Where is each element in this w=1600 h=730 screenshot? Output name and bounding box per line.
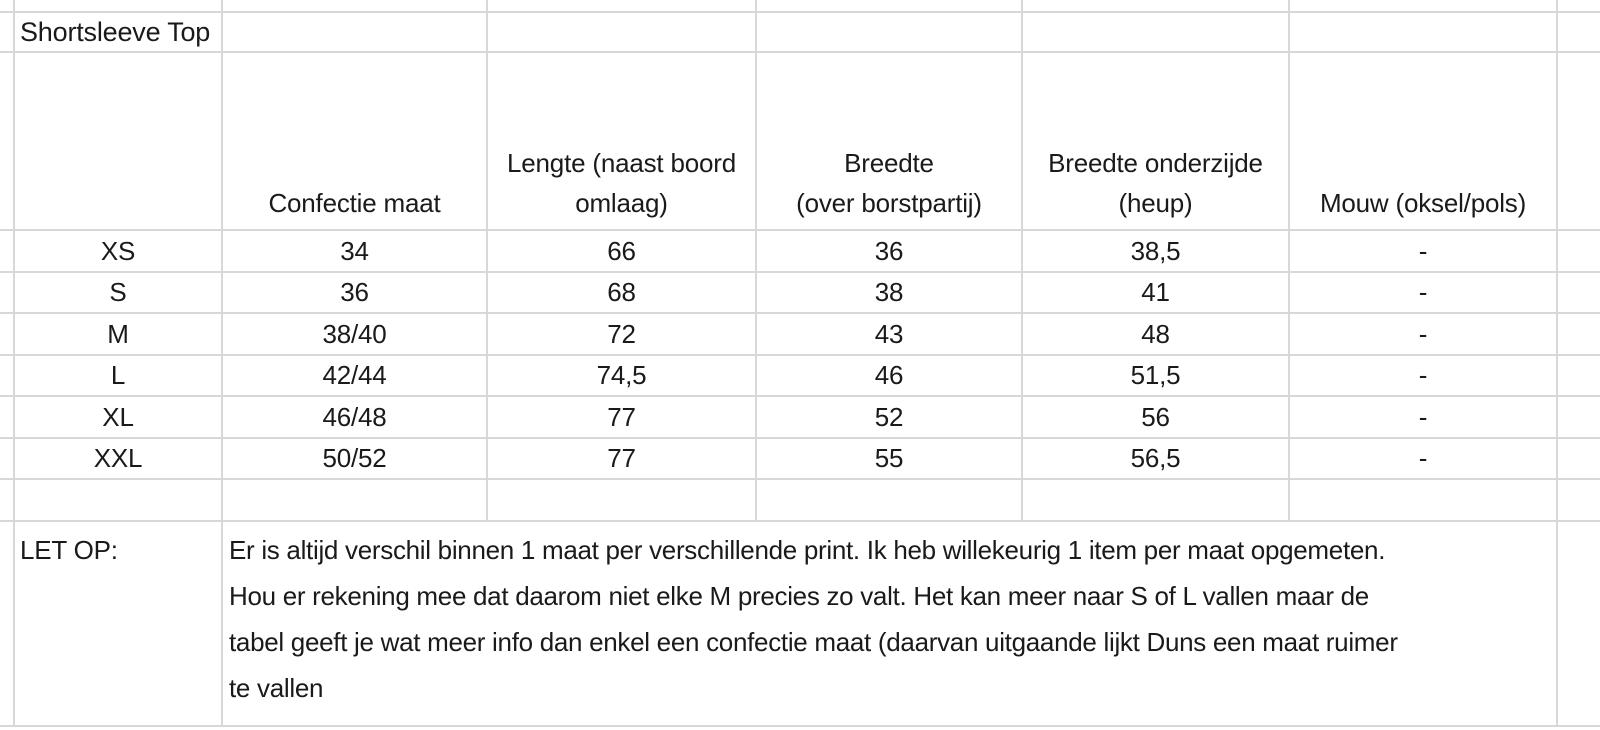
cell-l-heup[interactable]: 51,5	[1130, 359, 1181, 390]
gridline-horizontal	[0, 271, 1600, 273]
note-line: Hou er rekening mee dat daarom niet elke…	[229, 581, 1369, 611]
cell-xl-confectie[interactable]: 46/48	[322, 401, 387, 432]
cell-xxl-mouw[interactable]: -	[1418, 442, 1428, 473]
cell-m-size[interactable]: M	[107, 318, 129, 349]
column-header-lengte[interactable]: Lengte (naast boord omlaag)	[487, 53, 756, 229]
cell-l-mouw[interactable]: -	[1418, 359, 1428, 390]
note-line: te vallen	[229, 673, 324, 703]
gridline-horizontal	[0, 478, 1600, 480]
gridline-vertical	[13, 0, 15, 727]
cell-s-confectie[interactable]: 36	[340, 276, 369, 307]
gridline-horizontal	[0, 51, 1600, 53]
column-header-confectie-maat[interactable]: Confectie maat	[222, 53, 487, 229]
column-header-breedte[interactable]: Breedte (over borstpartij)	[756, 53, 1022, 229]
column-header-line: (over borstpartij)	[796, 188, 982, 218]
gridline-vertical	[221, 0, 223, 727]
cell-xs-lengte[interactable]: 66	[607, 235, 636, 266]
cell-s-heup[interactable]: 41	[1141, 276, 1170, 307]
cell-xl-size[interactable]: XL	[102, 401, 134, 432]
cell-xl-breedte[interactable]: 52	[874, 401, 904, 432]
cell-xs-heup[interactable]: 38,5	[1130, 235, 1181, 266]
gridline-vertical	[1288, 0, 1290, 522]
gridline-vertical	[1556, 0, 1558, 727]
cell-xxl-confectie[interactable]: 50/52	[322, 442, 387, 473]
cell-m-breedte[interactable]: 43	[874, 318, 904, 349]
gridline-horizontal	[0, 354, 1600, 356]
note-label-cell[interactable]: LET OP:	[20, 535, 118, 565]
cell-xs-confectie[interactable]: 34	[340, 235, 369, 266]
cell-xl-mouw[interactable]: -	[1418, 401, 1428, 432]
sheet-title-cell[interactable]: Shortsleeve Top	[20, 16, 211, 47]
gridline-vertical	[486, 0, 488, 522]
column-header-line: Breedte	[844, 148, 934, 178]
gridline-horizontal	[0, 11, 1600, 13]
cell-l-lengte[interactable]: 74,5	[596, 359, 647, 390]
cell-xl-lengte[interactable]: 77	[607, 401, 636, 432]
note-line: tabel geeft je wat meer info dan enkel e…	[229, 627, 1398, 657]
cell-xs-size[interactable]: XS	[100, 235, 136, 266]
gridline-horizontal	[0, 229, 1600, 231]
cell-s-mouw[interactable]: -	[1418, 276, 1428, 307]
cell-m-lengte[interactable]: 72	[607, 318, 636, 349]
gridline-vertical	[755, 0, 757, 522]
cell-m-confectie[interactable]: 38/40	[322, 318, 387, 349]
column-header-line: omlaag)	[575, 188, 668, 218]
column-header-breedte-onderzijde[interactable]: Breedte onderzijde (heup)	[1022, 53, 1289, 229]
gridline-horizontal	[0, 395, 1600, 397]
cell-m-mouw[interactable]: -	[1418, 318, 1428, 349]
cell-xxl-breedte[interactable]: 55	[874, 442, 904, 473]
gridline-horizontal	[0, 312, 1600, 314]
note-text-cell[interactable]: Er is altijd verschil binnen 1 maat per …	[229, 527, 1398, 711]
cell-xs-mouw[interactable]: -	[1418, 235, 1428, 266]
column-header-line: Breedte onderzijde	[1048, 148, 1263, 178]
gridline-vertical	[1021, 0, 1023, 522]
cell-l-breedte[interactable]: 46	[874, 359, 904, 390]
gridline-horizontal	[0, 725, 1600, 727]
cell-s-breedte[interactable]: 38	[874, 276, 904, 307]
column-header-line: Mouw (oksel/pols)	[1319, 188, 1527, 218]
cell-l-size[interactable]: L	[110, 359, 126, 390]
cell-l-confectie[interactable]: 42/44	[322, 359, 387, 390]
cell-xxl-size[interactable]: XXL	[93, 442, 143, 473]
column-header-line: Lengte (naast boord	[507, 148, 736, 178]
gridline-horizontal	[0, 437, 1600, 439]
cell-s-size[interactable]: S	[109, 276, 127, 307]
cell-xxl-lengte[interactable]: 77	[607, 442, 636, 473]
gridline-horizontal	[0, 520, 1600, 522]
cell-xl-heup[interactable]: 56	[1141, 401, 1170, 432]
column-header-line: (heup)	[1118, 188, 1193, 218]
cell-s-lengte[interactable]: 68	[607, 276, 636, 307]
cell-m-heup[interactable]: 48	[1141, 318, 1170, 349]
cell-xxl-heup[interactable]: 56,5	[1130, 442, 1181, 473]
cell-xs-breedte[interactable]: 36	[874, 235, 904, 266]
column-header-mouw[interactable]: Mouw (oksel/pols)	[1289, 53, 1557, 229]
note-line: Er is altijd verschil binnen 1 maat per …	[229, 535, 1386, 565]
column-header-line: Confectie maat	[268, 188, 441, 218]
